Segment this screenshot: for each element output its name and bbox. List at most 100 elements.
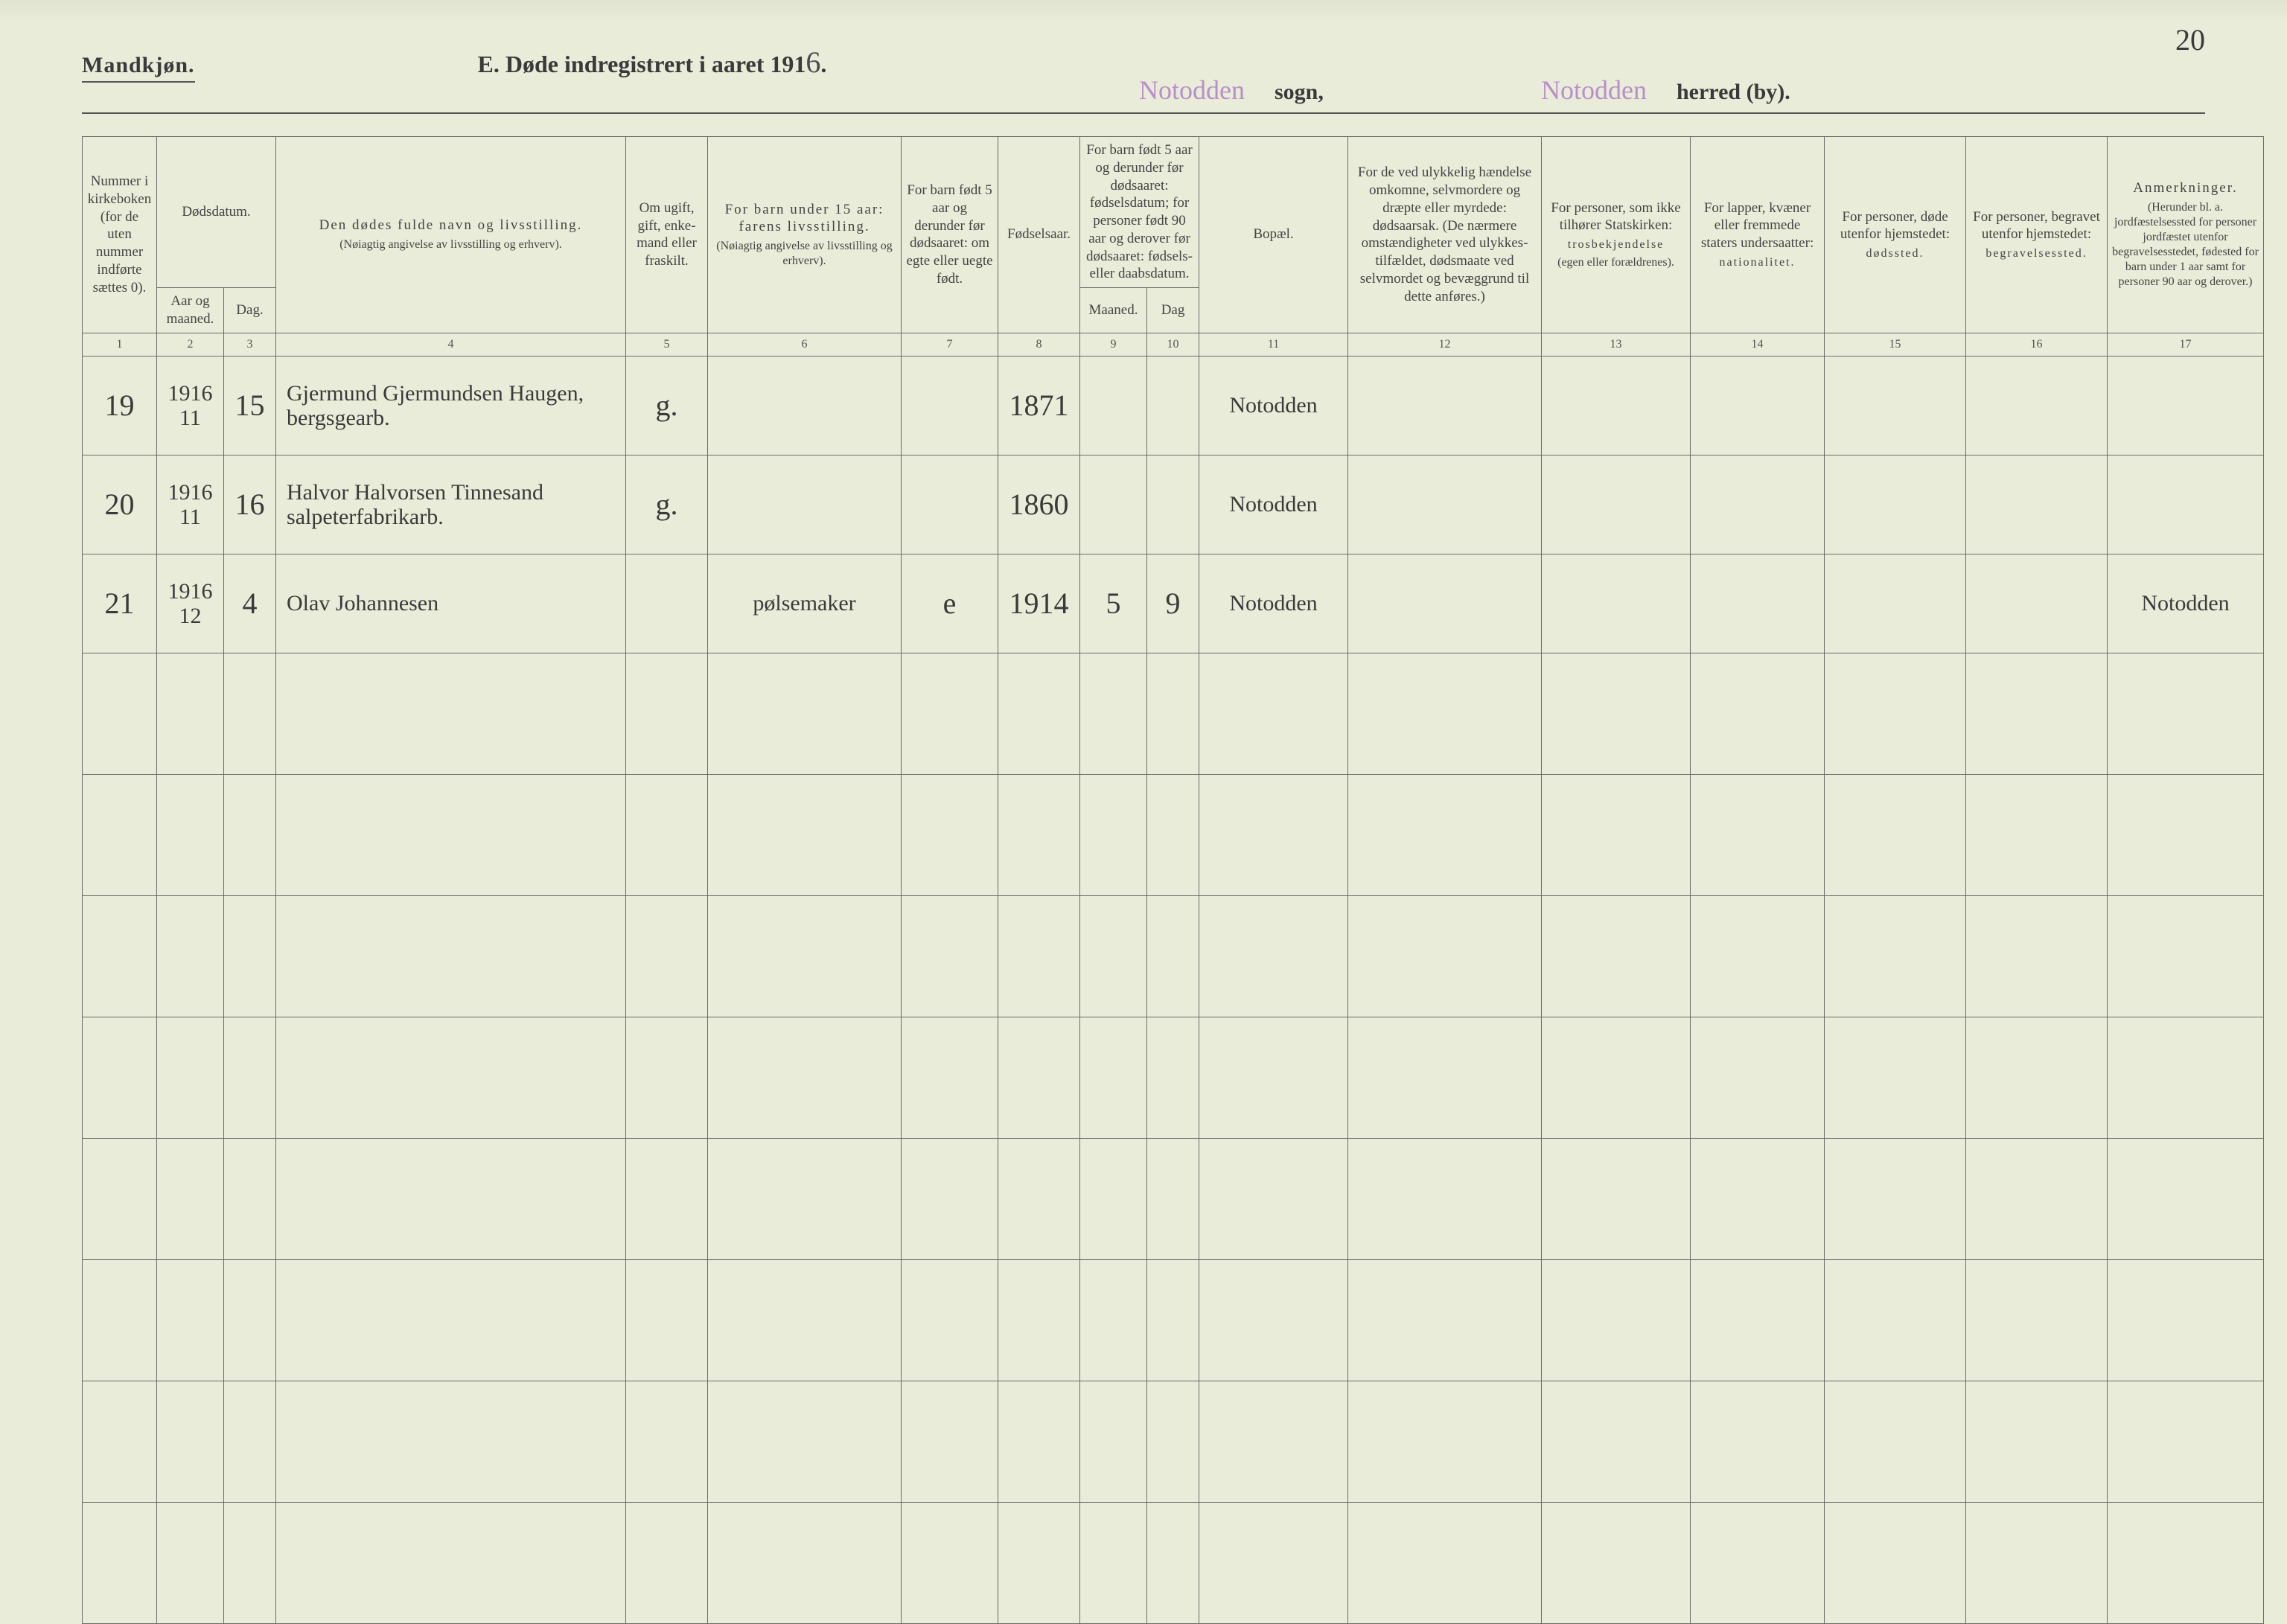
empty-cell [626,1381,708,1502]
col-header: Anmerkninger. (Herunder bl. a. jordfæste… [2108,137,2264,333]
cell: 191612 [157,554,224,653]
empty-cell [902,653,998,774]
empty-cell [157,1138,224,1259]
empty-cell [224,1381,276,1502]
col-header: Den dødes fulde navn og livsstilling. (N… [276,137,626,333]
column-number: 14 [1691,333,1825,356]
cell [626,554,708,653]
cell [1691,455,1825,554]
empty-cell [2108,1502,2264,1623]
empty-cell [1825,1017,1966,1138]
empty-cell [902,774,998,895]
column-number: 17 [2108,333,2264,356]
empty-cell [157,1017,224,1138]
empty-row [83,1017,2264,1138]
col-header: For barn under 15 aar: farens livsstilli… [708,137,902,333]
empty-cell [1691,1017,1825,1138]
col-header: For personer, døde utenfor hjemstedet: d… [1825,137,1966,333]
empty-cell [1691,1259,1825,1381]
cell: 19 [83,356,157,455]
empty-cell [1348,774,1542,895]
cell: 1871 [998,356,1080,455]
cell: Olav Johannesen [276,554,626,653]
empty-row [83,653,2264,774]
empty-row [83,774,2264,895]
empty-cell [1825,895,1966,1017]
empty-cell [224,774,276,895]
empty-cell [902,895,998,1017]
cell: Gjermund Gjermundsen Haugen, bergsgearb. [276,356,626,455]
empty-cell [1080,895,1147,1017]
empty-cell [276,1259,626,1381]
cell: Notodden [1199,455,1348,554]
empty-cell [1080,653,1147,774]
empty-cell [1542,1138,1691,1259]
cell [1080,455,1147,554]
col-subheader: Dag. [224,288,276,333]
empty-cell [1691,774,1825,895]
empty-cell [626,1259,708,1381]
column-number: 13 [1542,333,1691,356]
cell: 9 [1147,554,1199,653]
empty-cell [157,653,224,774]
empty-cell [1348,1502,1542,1623]
empty-cell [708,653,902,774]
column-number: 4 [276,333,626,356]
empty-cell [224,1259,276,1381]
empty-cell [1147,1259,1199,1381]
cell: 191611 [157,356,224,455]
empty-cell [1199,1259,1348,1381]
empty-cell [83,1138,157,1259]
empty-cell [1825,1259,1966,1381]
empty-cell [2108,1138,2264,1259]
empty-cell [224,653,276,774]
empty-cell [1199,895,1348,1017]
ledger-page: 20 Mandkjøn. E. Døde indregistrert i aar… [0,0,2287,1477]
empty-cell [1147,1138,1199,1259]
cell: Halvor Halvorsen Tinnesand salpeterfabri… [276,455,626,554]
empty-cell [1966,774,2108,895]
column-number: 3 [224,333,276,356]
empty-cell [276,774,626,895]
empty-cell [157,1381,224,1502]
district-name: Notodden [1541,74,1647,106]
empty-cell [1825,1138,1966,1259]
empty-cell [2108,1017,2264,1138]
empty-cell [1825,774,1966,895]
cell: 20 [83,455,157,554]
empty-cell [998,1017,1080,1138]
parish-label: sogn, [1275,80,1324,105]
empty-cell [224,1502,276,1623]
cell [1825,356,1966,455]
empty-cell [1147,1381,1199,1502]
empty-cell [1147,895,1199,1017]
cell: 15 [224,356,276,455]
title-year: 6 [806,45,820,79]
page-number: 20 [2175,22,2205,57]
empty-cell [1825,653,1966,774]
empty-cell [224,895,276,1017]
empty-cell [83,653,157,774]
table-head: Nummer i kirke­boken (for de uten nummer… [83,137,2264,333]
col-header: For de ved ulykkelig hændelse omkomne, s… [1348,137,1542,333]
empty-cell [708,774,902,895]
cell [1147,455,1199,554]
empty-cell [2108,653,2264,774]
empty-cell [1691,1138,1825,1259]
empty-cell [1966,1502,2108,1623]
cell [2108,455,2264,554]
column-number: 7 [902,333,998,356]
empty-cell [998,1502,1080,1623]
cell [1542,356,1691,455]
column-number: 10 [1147,333,1199,356]
table-body: 1919161115Gjermund Gjermundsen Haugen, b… [83,356,2264,653]
cell: 21 [83,554,157,653]
empty-cell [2108,895,2264,1017]
empty-cell [1691,1502,1825,1623]
cell: 4 [224,554,276,653]
empty-cell [1966,1259,2108,1381]
empty-cell [224,1138,276,1259]
cell [1348,356,1542,455]
empty-cell [1199,653,1348,774]
column-number: 8 [998,333,1080,356]
